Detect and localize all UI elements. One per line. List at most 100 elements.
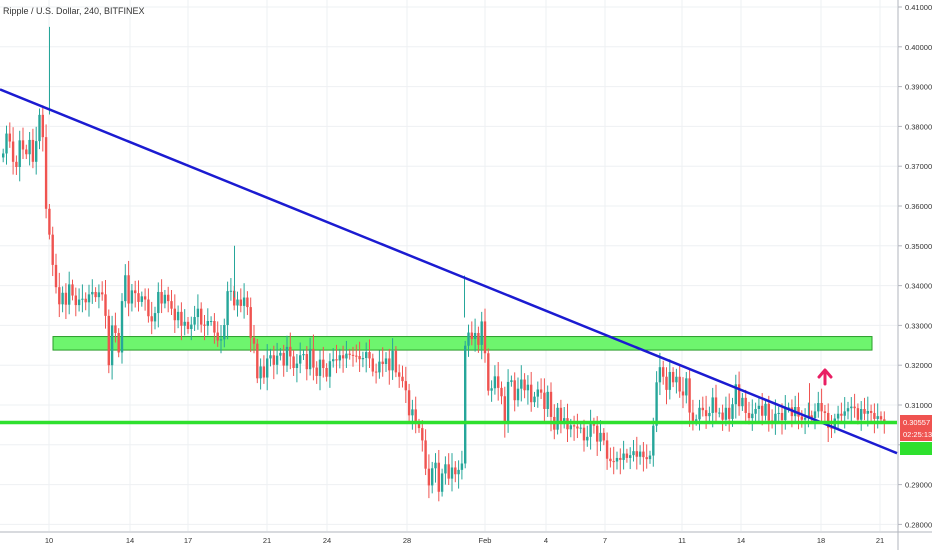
candle-body (74, 295, 77, 306)
candle-body (318, 359, 322, 376)
candle-body (407, 390, 411, 416)
candle-body (856, 408, 860, 420)
candle-body (757, 405, 761, 409)
candle-body (658, 367, 662, 383)
candles (2, 26, 886, 502)
candle-body (559, 407, 563, 423)
candle-body (813, 411, 817, 419)
candle-body (500, 387, 503, 397)
candle-body (467, 332, 470, 346)
candle-body (18, 140, 21, 167)
candle-body (388, 358, 391, 371)
y-tick-label: 0.39000 (905, 83, 932, 92)
candle-body (648, 455, 652, 460)
candle-body (714, 397, 718, 413)
candle-body (635, 451, 638, 457)
candle-body (150, 316, 153, 322)
candle-body (490, 388, 493, 391)
y-tick-label: 0.37000 (905, 162, 932, 171)
time-axis[interactable]: 10 14 17 21 24 28 Feb 4 7 11 14 18 21 (45, 536, 884, 545)
candle-body (711, 397, 714, 413)
arrow-up-icon[interactable] (817, 368, 833, 386)
candle-body (483, 321, 487, 354)
candle-body (612, 461, 615, 463)
candle-body (718, 412, 721, 414)
x-tick-label: 24 (323, 536, 331, 545)
candle-body (820, 403, 823, 412)
candle-body (688, 378, 691, 413)
candle-body (338, 355, 341, 361)
candle-body (167, 294, 170, 302)
candle-body (2, 153, 5, 158)
candle-body (213, 321, 216, 333)
candle-body (110, 325, 114, 366)
candle-body (473, 332, 477, 339)
candle-body (332, 359, 335, 362)
candle-body (506, 381, 510, 424)
y-tick-label: 0.28000 (905, 520, 932, 529)
candle-body (586, 436, 589, 441)
y-tick-label: 0.41000 (905, 3, 932, 12)
candle-body (140, 296, 143, 302)
candle-body (754, 408, 757, 414)
resistance-zone[interactable] (52, 336, 873, 351)
candle-body (741, 397, 744, 407)
candle-body (11, 141, 15, 162)
candle-body (873, 412, 876, 419)
candle-body (629, 455, 632, 458)
candle-body (830, 427, 833, 429)
trendline[interactable] (0, 88, 898, 455)
candle-body (576, 426, 579, 429)
zone-rect[interactable] (52, 336, 873, 351)
candle-body (279, 352, 282, 356)
up-arrow-annotation[interactable] (817, 368, 833, 386)
trendline-segment[interactable] (0, 88, 898, 455)
candle-body (249, 307, 252, 338)
candle-body (866, 410, 869, 414)
candle-body (341, 355, 345, 359)
x-tick-label: 10 (45, 536, 53, 545)
candle-body (460, 463, 464, 470)
candle-body (846, 408, 850, 412)
x-tick-label: 21 (263, 536, 271, 545)
candle-body (38, 114, 41, 142)
candle-body (817, 403, 820, 412)
support-price-tag (900, 442, 932, 455)
candle-body (850, 406, 853, 409)
candle-body (163, 294, 167, 304)
candle-body (130, 290, 134, 304)
candle-body (114, 325, 117, 333)
candle-body (351, 354, 355, 356)
candle-body (434, 462, 437, 469)
candle-body (592, 424, 596, 426)
candle-body (675, 376, 678, 383)
candle-body (236, 299, 239, 306)
candle-body (394, 350, 398, 373)
candle-body (365, 352, 368, 359)
candle-body (401, 376, 404, 382)
candle-body (21, 140, 25, 150)
candle-body (698, 407, 701, 420)
candle-body (381, 361, 384, 365)
candle-body (704, 410, 708, 417)
candle-body (503, 396, 506, 424)
candle-body (440, 473, 444, 492)
candle-body (685, 378, 688, 396)
candle-body (246, 297, 249, 308)
candle-body (325, 367, 328, 377)
last-price-tag (900, 415, 932, 441)
candle-body (810, 415, 813, 419)
candle-body (77, 299, 81, 306)
x-tick-label: 14 (737, 536, 745, 545)
candle-body (322, 359, 325, 368)
y-tick-label: 0.31000 (905, 401, 932, 410)
candle-body (335, 359, 338, 361)
candle-body (602, 432, 605, 441)
candle-body (549, 391, 553, 417)
candle-body (721, 412, 724, 420)
candle-body (51, 234, 54, 265)
candle-body (84, 298, 87, 303)
candle-body (619, 457, 622, 460)
candle-body (728, 407, 731, 419)
